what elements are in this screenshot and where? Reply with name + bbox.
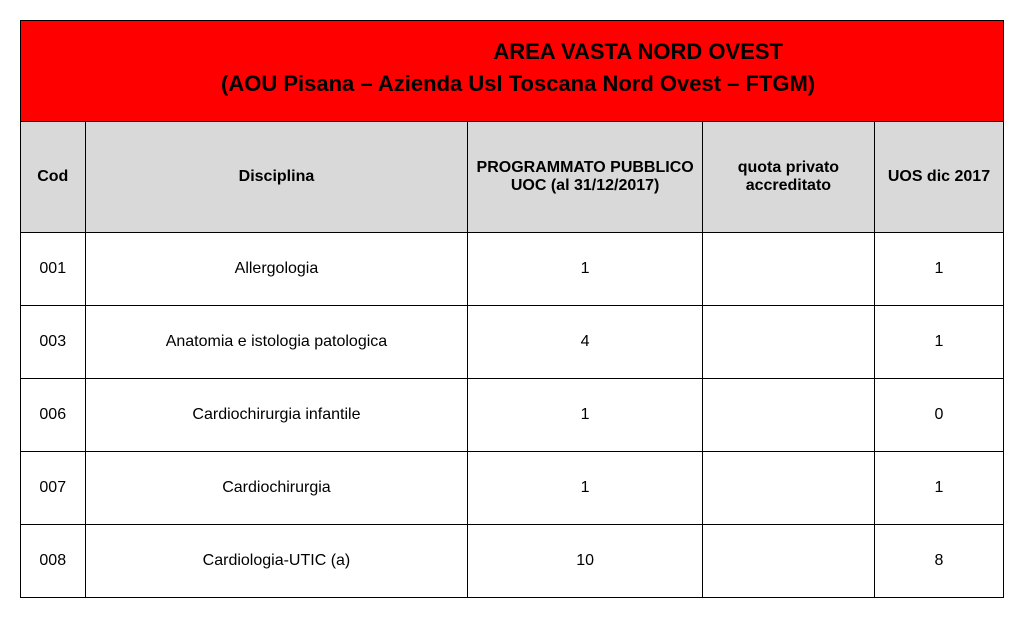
- header-title: AREA VASTA NORD OVEST: [31, 39, 993, 65]
- table-row: 001 Allergologia 1 1: [21, 233, 1004, 306]
- cell-cod: 008: [21, 525, 86, 598]
- cell-programmato: 1: [468, 379, 702, 452]
- table-row: 007 Cardiochirurgia 1 1: [21, 452, 1004, 525]
- cell-cod: 003: [21, 306, 86, 379]
- cell-programmato: 4: [468, 306, 702, 379]
- cell-uos: 1: [874, 452, 1003, 525]
- col-header-cod: Cod: [21, 122, 86, 233]
- cell-quota: [702, 233, 874, 306]
- cell-disciplina: Cardiochirurgia: [85, 452, 468, 525]
- col-header-programmato: PROGRAMMATO PUBBLICO UOC (al 31/12/2017): [468, 122, 702, 233]
- cell-disciplina: Cardiochirurgia infantile: [85, 379, 468, 452]
- table-container: AREA VASTA NORD OVEST (AOU Pisana – Azie…: [20, 20, 1004, 598]
- table-header-banner: AREA VASTA NORD OVEST (AOU Pisana – Azie…: [20, 20, 1004, 121]
- disciplines-table: Cod Disciplina PROGRAMMATO PUBBLICO UOC …: [20, 121, 1004, 598]
- table-header-row: Cod Disciplina PROGRAMMATO PUBBLICO UOC …: [21, 122, 1004, 233]
- cell-uos: 0: [874, 379, 1003, 452]
- col-header-uos: UOS dic 2017: [874, 122, 1003, 233]
- cell-disciplina: Cardiologia-UTIC (a): [85, 525, 468, 598]
- cell-disciplina: Anatomia e istologia patologica: [85, 306, 468, 379]
- cell-quota: [702, 525, 874, 598]
- col-header-disciplina: Disciplina: [85, 122, 468, 233]
- cell-quota: [702, 379, 874, 452]
- cell-cod: 006: [21, 379, 86, 452]
- cell-programmato: 10: [468, 525, 702, 598]
- cell-cod: 001: [21, 233, 86, 306]
- cell-uos: 1: [874, 306, 1003, 379]
- header-subtitle: (AOU Pisana – Azienda Usl Toscana Nord O…: [31, 71, 993, 97]
- cell-quota: [702, 306, 874, 379]
- cell-disciplina: Allergologia: [85, 233, 468, 306]
- table-row: 008 Cardiologia-UTIC (a) 10 8: [21, 525, 1004, 598]
- table-row: 006 Cardiochirurgia infantile 1 0: [21, 379, 1004, 452]
- cell-quota: [702, 452, 874, 525]
- col-header-quota: quota privato accreditato: [702, 122, 874, 233]
- cell-programmato: 1: [468, 233, 702, 306]
- cell-uos: 1: [874, 233, 1003, 306]
- cell-programmato: 1: [468, 452, 702, 525]
- cell-uos: 8: [874, 525, 1003, 598]
- table-row: 003 Anatomia e istologia patologica 4 1: [21, 306, 1004, 379]
- cell-cod: 007: [21, 452, 86, 525]
